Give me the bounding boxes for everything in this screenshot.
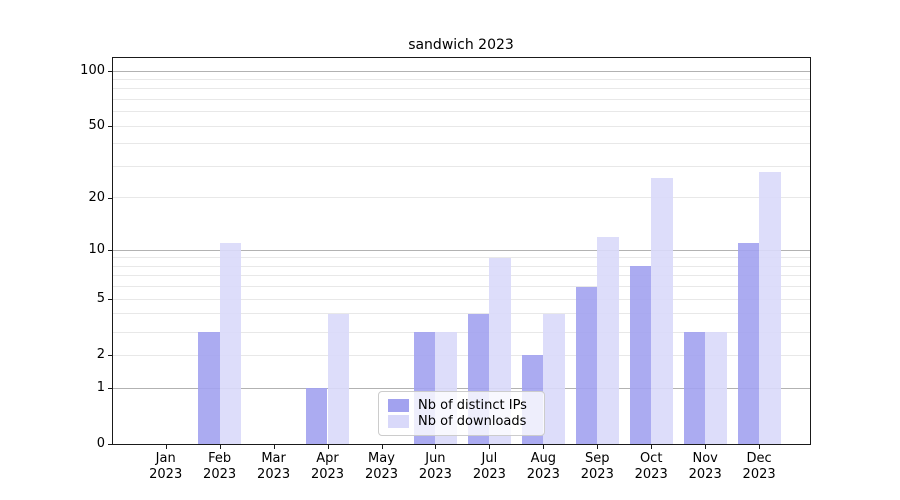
y-tick-label: 100 — [80, 63, 105, 78]
gridline-minor — [113, 354, 810, 356]
bar-downloads — [219, 243, 242, 444]
bar-distinct-ips — [737, 243, 760, 444]
plot-area — [113, 58, 810, 444]
y-tick-label: 5 — [96, 291, 105, 307]
gridline-minor — [113, 143, 810, 145]
legend-label-downloads: Nb of downloads — [418, 414, 527, 430]
gridline-major — [113, 249, 810, 251]
gridline-minor — [113, 257, 810, 259]
gridline-minor — [113, 275, 810, 277]
x-tick-mark — [327, 445, 329, 449]
x-tick-label: Jun 2023 — [418, 451, 452, 482]
y-tick-label: 2 — [96, 347, 105, 363]
y-tick-label: 50 — [88, 118, 105, 134]
y-tick-label: 20 — [88, 189, 105, 205]
legend-label-distinct-ips: Nb of distinct IPs — [418, 397, 527, 413]
x-tick-label: May 2023 — [364, 451, 399, 482]
x-tick-mark — [759, 445, 761, 449]
bar-distinct-ips — [198, 332, 220, 444]
y-tick-mark — [108, 71, 113, 72]
y-tick-label: 0 — [96, 436, 105, 451]
x-tick-label: Jul 2023 — [472, 451, 506, 482]
gridline-minor — [113, 78, 810, 80]
x-tick-label: Nov 2023 — [688, 451, 722, 482]
x-tick-mark — [651, 445, 653, 449]
legend-swatch-distinct-ips — [388, 398, 409, 412]
y-tick-mark — [108, 197, 113, 199]
x-tick-label: Dec 2023 — [742, 451, 776, 482]
gridline-minor — [113, 99, 810, 100]
gridline-minor — [113, 331, 810, 333]
legend-swatch-downloads — [388, 415, 409, 429]
y-tick-mark — [108, 299, 113, 301]
bar-distinct-ips — [575, 286, 598, 444]
gridline-minor — [113, 125, 810, 127]
gridline-minor — [113, 298, 810, 300]
bar-distinct-ips — [629, 266, 652, 444]
bar-downloads — [759, 171, 781, 444]
x-tick-mark — [435, 445, 437, 449]
legend: Nb of distinct IPs Nb of downloads — [378, 391, 545, 436]
gridline-minor — [113, 166, 810, 167]
x-tick-mark — [705, 445, 707, 449]
gridline-minor — [113, 313, 810, 315]
x-tick-mark — [165, 445, 167, 449]
x-tick-label: Oct 2023 — [634, 451, 668, 482]
y-tick-mark — [108, 126, 113, 128]
x-tick-label: Aug 2023 — [526, 451, 560, 482]
chart-title: sandwich 2023 — [408, 37, 514, 53]
bar-downloads — [543, 313, 565, 444]
bar-downloads — [651, 177, 673, 444]
y-tick-mark — [108, 355, 113, 357]
x-tick-mark — [489, 445, 491, 449]
y-tick-label: 10 — [88, 242, 105, 258]
bar-distinct-ips — [305, 388, 328, 444]
x-tick-mark — [543, 445, 545, 449]
x-tick-mark — [597, 445, 599, 449]
x-tick-label: Jan 2023 — [149, 451, 183, 482]
legend-row: Nb of downloads — [388, 414, 535, 430]
bar-downloads — [327, 313, 350, 444]
gridline-minor — [113, 197, 810, 199]
gridline-minor — [113, 88, 810, 90]
legend-row: Nb of distinct IPs — [388, 397, 535, 413]
x-tick-label: Sep 2023 — [580, 451, 614, 482]
x-tick-label: Mar 2023 — [257, 451, 291, 482]
y-tick-mark — [108, 388, 113, 389]
x-tick-label: Apr 2023 — [310, 451, 345, 482]
x-tick-mark — [219, 445, 221, 449]
bar-downloads — [597, 236, 619, 444]
gridline-major — [113, 387, 810, 389]
x-tick-label: Feb 2023 — [203, 451, 237, 482]
y-tick-mark — [108, 250, 113, 252]
x-tick-mark — [273, 445, 275, 449]
gridline-minor — [113, 265, 810, 267]
bar-downloads — [705, 332, 727, 444]
y-tick-mark — [108, 444, 113, 445]
gridline-major — [113, 70, 810, 72]
x-tick-mark — [381, 445, 383, 449]
gridline-minor — [113, 286, 810, 288]
bar-distinct-ips — [683, 332, 706, 444]
gridline-minor — [113, 111, 810, 113]
y-tick-label: 1 — [96, 380, 105, 395]
